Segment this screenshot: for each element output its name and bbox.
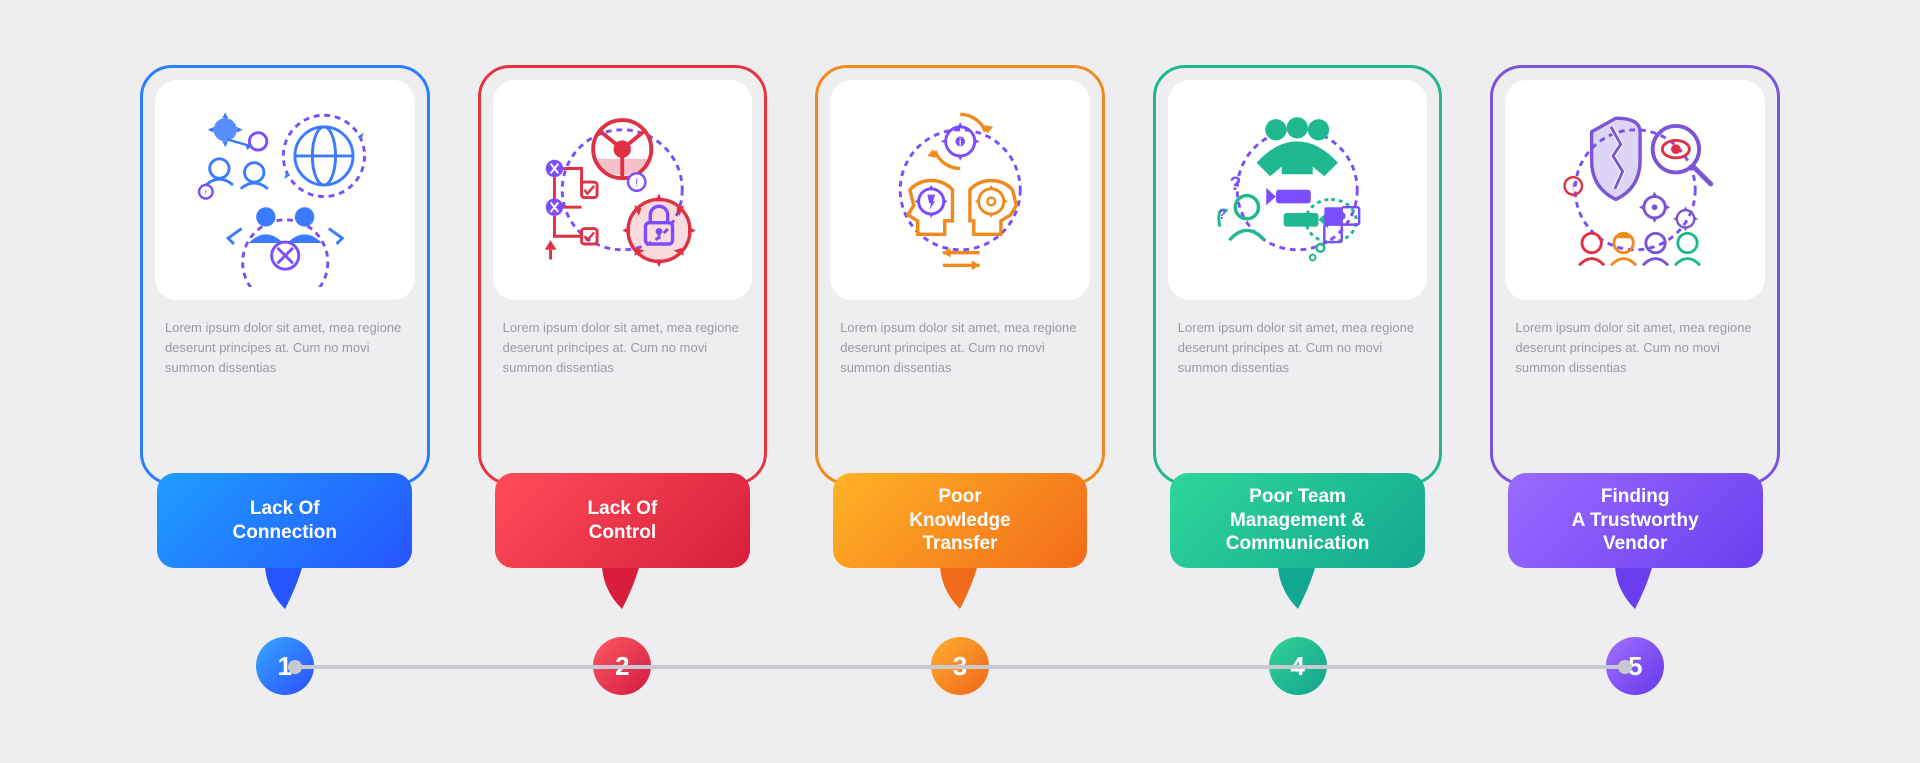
label-bubble-1: Lack Of Connection [157, 473, 412, 568]
label-bubble-2: Lack Of Control [495, 473, 750, 568]
card-1: ! Lorem ipsum dolor sit amet, mea region… [140, 65, 430, 485]
icon-panel-5: ! [1505, 80, 1765, 300]
svg-text:i: i [959, 137, 962, 148]
card-2: ! [478, 65, 768, 485]
label-bubble-3: Poor Knowledge Transfer [833, 473, 1088, 568]
step-3: i Lorem ipsum [815, 65, 1105, 485]
svg-text:!: ! [204, 188, 206, 198]
desc-2: Lorem ipsum dolor sit amet, mea regione … [493, 318, 753, 378]
control-icon: ! [508, 93, 736, 287]
timeline [295, 665, 1625, 669]
svg-text:?: ? [1218, 207, 1226, 222]
card-3: i Lorem ipsum [815, 65, 1105, 485]
icon-panel-2: ! [493, 80, 753, 300]
knowledge-icon: i [846, 93, 1074, 287]
title-3: Poor Knowledge Transfer [909, 485, 1010, 556]
title-1: Lack Of Connection [233, 497, 338, 545]
card-4: ? ? Lorem ipsum dolor sit [1153, 65, 1443, 485]
label-bubble-5: Finding A Trustworthy Vendor [1508, 473, 1763, 568]
title-4: Poor Team Management & Communication [1226, 485, 1370, 556]
desc-1: Lorem ipsum dolor sit amet, mea regione … [155, 318, 415, 378]
team-icon: ? ? [1183, 93, 1411, 287]
desc-3: Lorem ipsum dolor sit amet, mea regione … [830, 318, 1090, 378]
infographic-row: ! Lorem ipsum dolor sit amet, mea region… [140, 65, 1780, 485]
title-5: Finding A Trustworthy Vendor [1572, 485, 1699, 556]
title-2: Lack Of Control [588, 497, 658, 545]
step-2: ! [478, 65, 768, 485]
icon-panel-3: i [830, 80, 1090, 300]
svg-text:?: ? [1230, 173, 1242, 195]
svg-text:!: ! [635, 177, 638, 189]
desc-4: Lorem ipsum dolor sit amet, mea regione … [1168, 318, 1428, 378]
icon-panel-4: ? ? [1168, 80, 1428, 300]
desc-5: Lorem ipsum dolor sit amet, mea regione … [1505, 318, 1765, 378]
svg-text:!: ! [1572, 181, 1575, 193]
label-bubble-4: Poor Team Management & Communication [1170, 473, 1425, 568]
step-1: ! Lorem ipsum dolor sit amet, mea region… [140, 65, 430, 485]
step-4: ? ? Lorem ipsum dolor sit [1153, 65, 1443, 485]
step-5: ! [1490, 65, 1780, 485]
vendor-icon: ! [1521, 93, 1749, 287]
card-5: ! [1490, 65, 1780, 485]
connection-icon: ! [171, 93, 399, 287]
icon-panel-1: ! [155, 80, 415, 300]
